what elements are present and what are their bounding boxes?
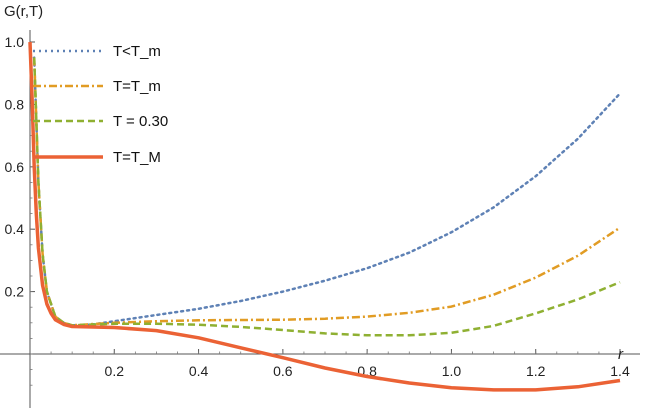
y-ticks: 0.2 0.4 0.6 0.8 1.0 [5,34,35,386]
series-layer [28,41,622,392]
y-tick-label: 0.6 [5,159,25,175]
legend-label-2: T=T_m [113,78,161,95]
x-tick-label: 1.4 [610,363,630,379]
x-axis-label: r [618,346,624,363]
axes [0,30,640,408]
x-tick-label: 0.6 [273,363,293,379]
x-tick-label: 0.4 [189,363,209,379]
y-tick-label: 0.2 [5,284,25,300]
legend-label-1: T<T_m [113,43,161,60]
y-axis-label: G(r,T) [4,3,43,20]
y-tick-label: 1.0 [5,34,25,50]
legend-label-4: T=T_M [113,149,161,166]
x-ticks: 0.2 0.4 0.6 0.8 1.0 1.2 1.4 [50,349,630,379]
legend-label-3: T = 0.30 [113,113,168,130]
x-tick-label: 1.0 [442,363,462,379]
y-tick-label: 0.4 [5,221,25,237]
x-tick-label: 1.2 [526,363,546,379]
series-line-2 [32,57,621,327]
series-line-1 [32,56,622,327]
series-line-4 [28,41,621,392]
series-line-3 [32,57,621,337]
legend: T<T_m T=T_m T = 0.30 T=T_M [33,43,168,166]
y-tick-label: 0.8 [5,96,25,112]
x-tick-label: 0.2 [105,363,125,379]
